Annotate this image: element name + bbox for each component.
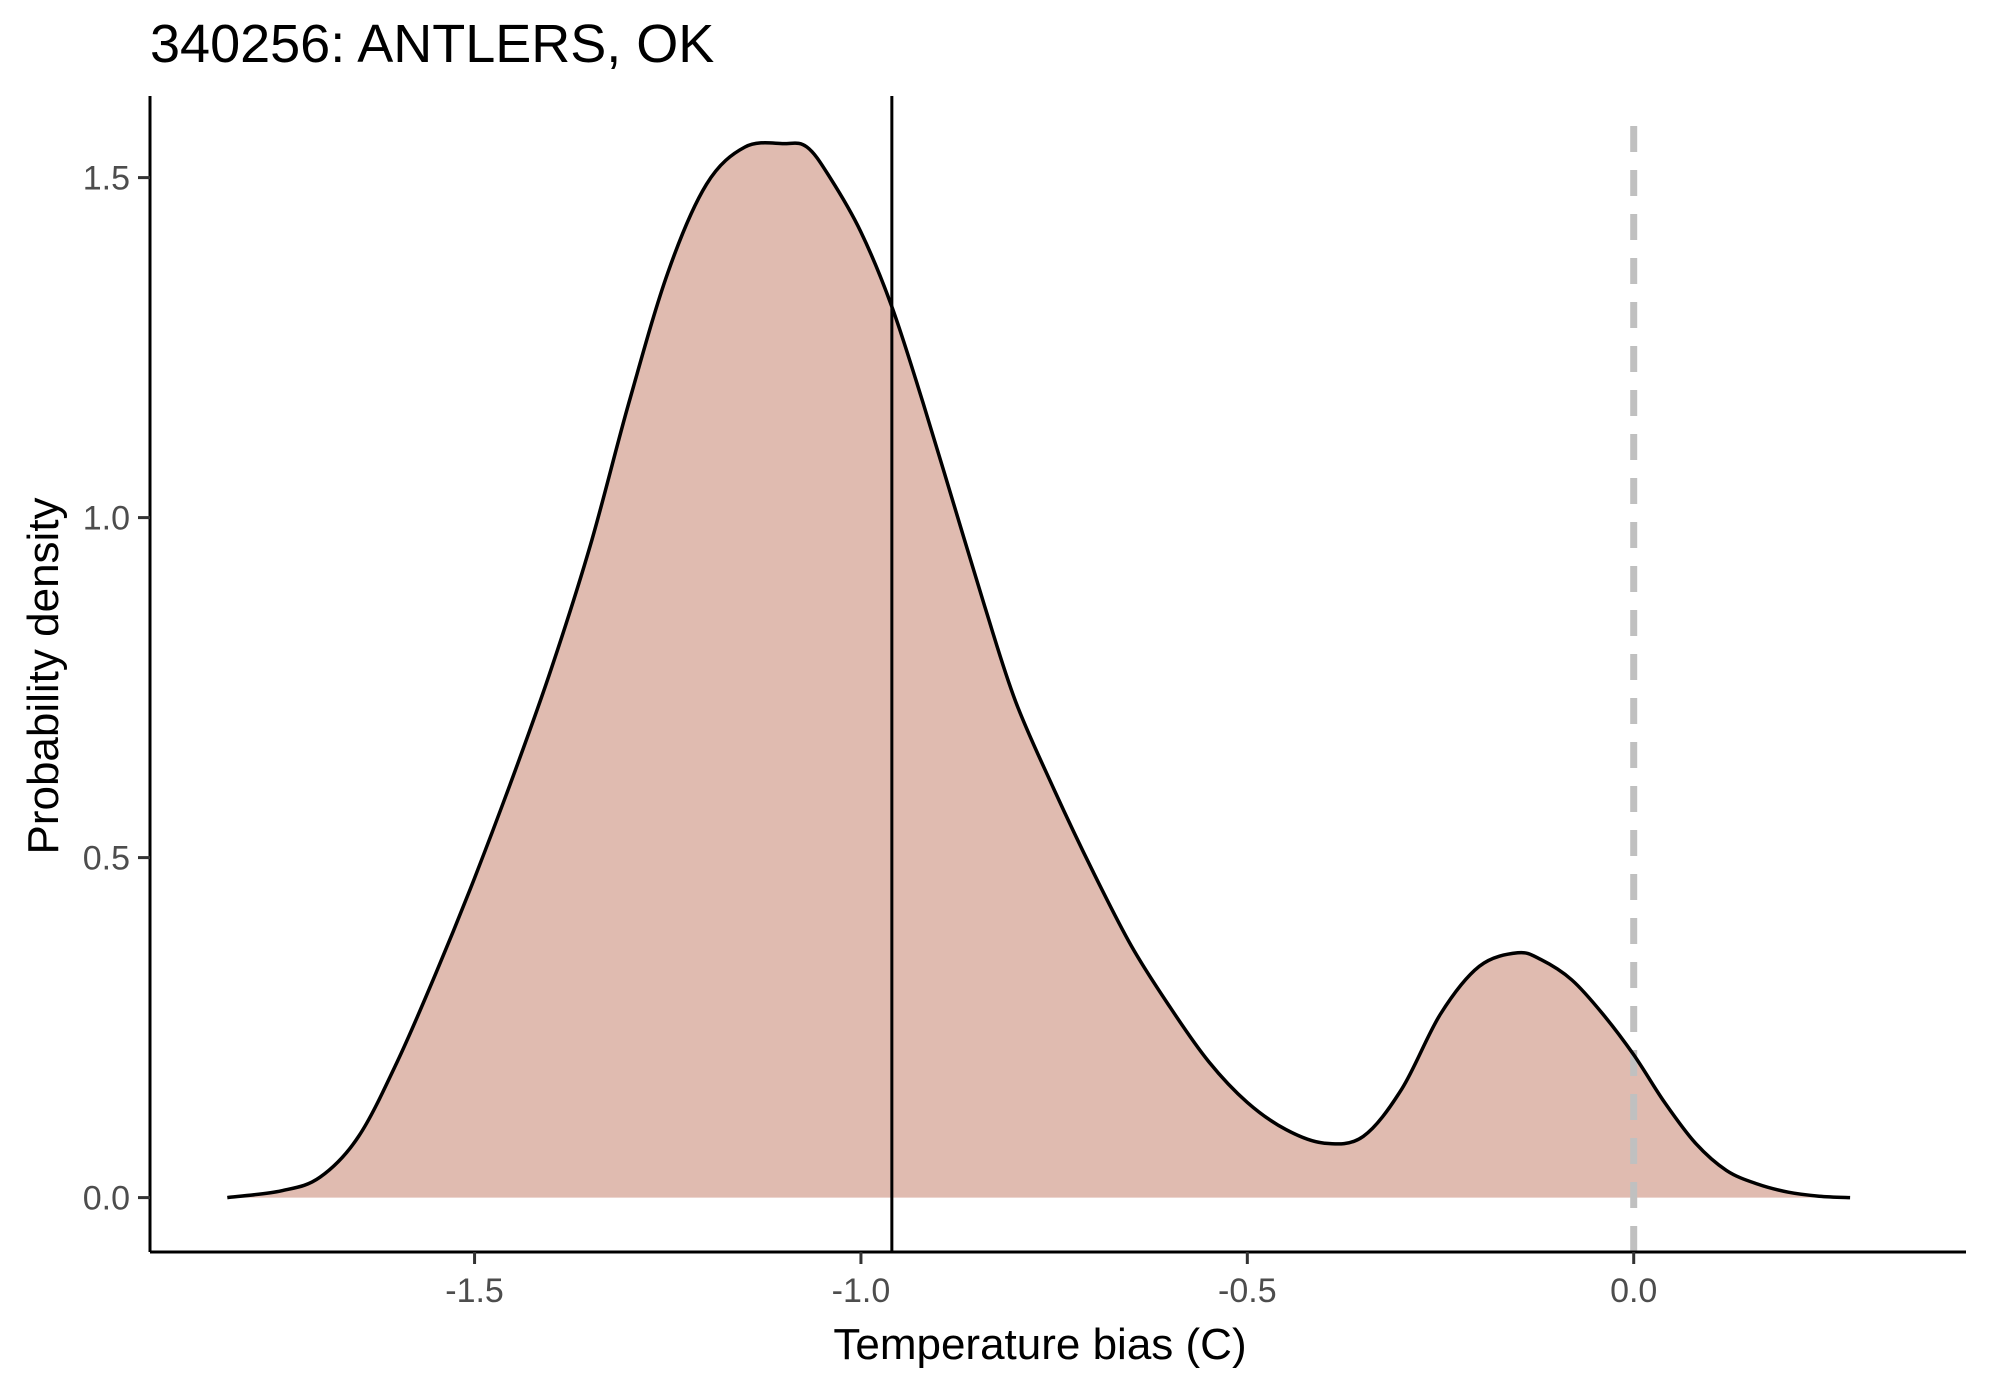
y-tick-label: 0.0 xyxy=(83,1180,130,1218)
density-area-fill xyxy=(227,142,1851,1198)
x-tick-label: -1.0 xyxy=(832,1272,891,1310)
density-curve xyxy=(227,141,1851,1200)
y-axis-label: Probability density xyxy=(19,497,68,854)
x-tick-label: -0.5 xyxy=(1218,1272,1277,1310)
x-tick-label: -1.5 xyxy=(445,1272,504,1310)
chart-title: 340256: ANTLERS, OK xyxy=(150,14,714,74)
x-axis-label: Temperature bias (C) xyxy=(833,1320,1246,1369)
y-tick-label: 0.5 xyxy=(83,840,130,878)
y-tick-label: 1.0 xyxy=(83,500,130,538)
x-tick-label: 0.0 xyxy=(1610,1272,1657,1310)
y-tick-label: 1.5 xyxy=(83,160,130,198)
